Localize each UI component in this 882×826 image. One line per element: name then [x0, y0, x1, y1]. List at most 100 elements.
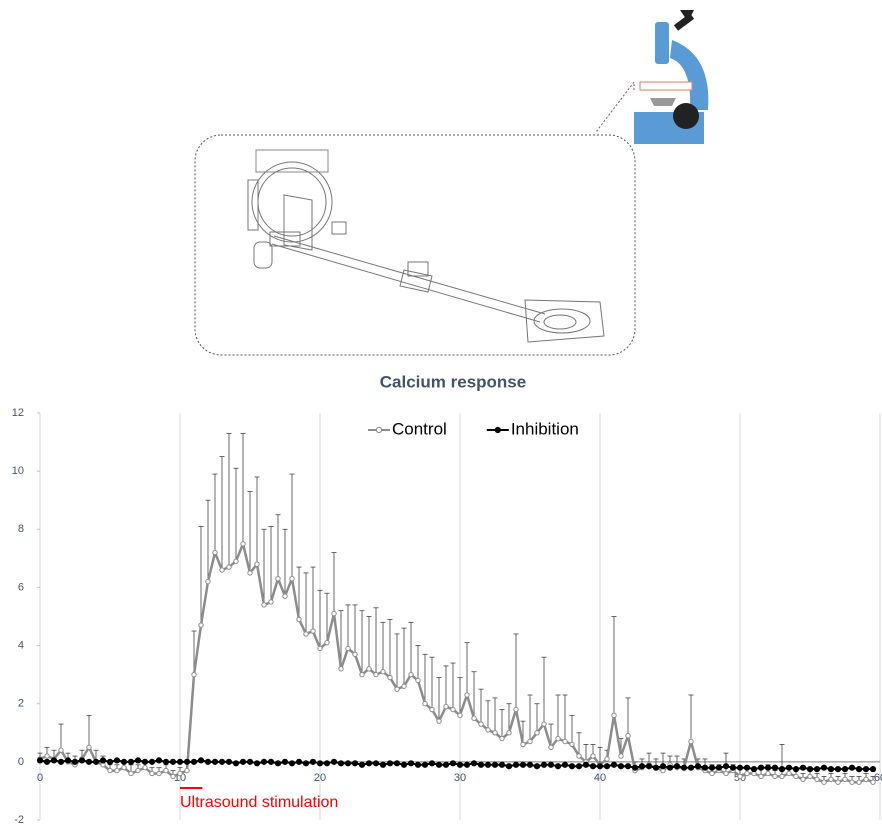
data-point: [374, 672, 378, 676]
data-point: [549, 745, 553, 749]
data-point: [822, 780, 826, 784]
data-point: [157, 771, 161, 775]
data-point: [177, 759, 182, 764]
data-point: [465, 693, 469, 697]
data-point: [520, 762, 525, 767]
data-point: [248, 571, 252, 575]
data-point: [415, 762, 420, 767]
data-point: [472, 716, 476, 720]
data-point: [283, 594, 287, 598]
data-point: [556, 736, 560, 740]
data-point: [807, 767, 812, 772]
data-point: [395, 687, 399, 691]
data-point: [689, 739, 693, 743]
data-point: [486, 728, 490, 732]
x-tick-label: 30: [454, 772, 466, 784]
data-point: [667, 765, 672, 770]
data-point: [65, 758, 70, 763]
data-point: [794, 774, 798, 778]
data-point: [58, 759, 63, 764]
data-point: [619, 754, 623, 758]
data-point: [738, 774, 742, 778]
data-point: [282, 759, 287, 764]
data-point: [373, 761, 378, 766]
data-point: [164, 768, 168, 772]
data-point: [493, 731, 497, 735]
data-point: [660, 764, 665, 769]
data-point: [178, 771, 182, 775]
data-point: [108, 768, 112, 772]
data-point: [471, 761, 476, 766]
data-point: [527, 762, 532, 767]
data-point: [100, 758, 105, 763]
legend-label: Control: [392, 419, 447, 438]
data-point: [444, 704, 448, 708]
data-point: [121, 759, 126, 764]
legend-marker: [376, 427, 381, 432]
data-point: [758, 765, 763, 770]
data-point: [528, 739, 532, 743]
data-point: [401, 762, 406, 767]
data-point: [857, 780, 861, 784]
data-point: [150, 771, 154, 775]
data-point: [129, 771, 133, 775]
data-point: [780, 774, 784, 778]
data-point: [199, 623, 203, 627]
data-point: [311, 629, 315, 633]
data-point: [541, 762, 546, 767]
data-point: [275, 761, 280, 766]
series-line: [40, 544, 873, 782]
data-point: [786, 765, 791, 770]
microscope-icon: [596, 10, 708, 144]
data-point: [387, 761, 392, 766]
data-point: [745, 771, 749, 775]
x-tick-label: 20: [314, 772, 326, 784]
data-point: [458, 713, 462, 717]
data-point: [233, 761, 238, 766]
data-point: [618, 764, 623, 769]
data-point: [317, 761, 322, 766]
data-point: [303, 761, 308, 766]
data-point: [863, 767, 868, 772]
data-point: [213, 550, 217, 554]
data-point: [122, 765, 126, 769]
y-tick-label: 4: [18, 639, 24, 651]
data-point: [450, 761, 455, 766]
data-point: [325, 640, 329, 644]
data-point: [170, 759, 175, 764]
data-point: [359, 762, 364, 767]
data-point: [72, 759, 77, 764]
data-point: [318, 646, 322, 650]
data-point: [262, 603, 266, 607]
data-point: [605, 757, 609, 761]
data-point: [674, 764, 679, 769]
data-point: [114, 758, 119, 763]
data-point: [381, 670, 385, 674]
data-point: [268, 759, 273, 764]
data-point: [136, 768, 140, 772]
data-point: [171, 774, 175, 778]
data-point: [569, 764, 574, 769]
data-point: [626, 733, 630, 737]
data-point: [710, 771, 714, 775]
data-point: [723, 764, 728, 769]
y-tick-label: 6: [18, 581, 24, 593]
data-point: [45, 754, 49, 758]
y-tick-label: 0: [18, 756, 24, 768]
data-point: [227, 565, 231, 569]
data-point: [86, 759, 91, 764]
data-point: [521, 742, 525, 746]
y-tick-label: 2: [18, 698, 24, 710]
data-point: [331, 759, 336, 764]
plot-area: 0102030405060-2024681012ControlInhibitio…: [12, 407, 882, 826]
data-point: [310, 759, 315, 764]
data-point: [499, 762, 504, 767]
data-point: [156, 758, 161, 763]
data-point: [367, 667, 371, 671]
data-point: [206, 579, 210, 583]
data-point: [695, 764, 700, 769]
data-point: [436, 762, 441, 767]
data-point: [388, 675, 392, 679]
data-point: [289, 761, 294, 766]
data-point: [808, 774, 812, 778]
